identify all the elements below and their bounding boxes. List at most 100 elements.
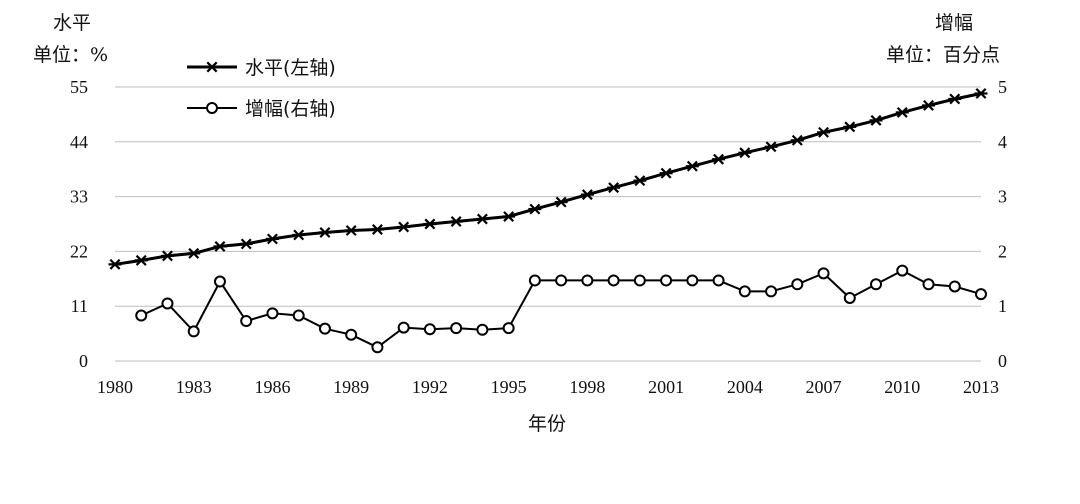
star-marker-stroke xyxy=(896,106,908,118)
right-axis-title: 增幅 xyxy=(935,12,974,34)
left-tick-label: 0 xyxy=(79,351,88,371)
circle-marker xyxy=(161,297,174,310)
right-tick-label: 5 xyxy=(998,77,1007,97)
star-marker xyxy=(344,225,358,236)
x-tick-label: 2010 xyxy=(884,377,920,397)
star-marker-stroke xyxy=(791,134,803,146)
circle-marker xyxy=(397,321,410,334)
circle-marker xyxy=(266,307,279,320)
x-tick-label: 1980 xyxy=(97,377,133,397)
star-marker-stroke xyxy=(555,196,567,208)
star-marker-stroke xyxy=(266,233,278,245)
right-tick-label: 0 xyxy=(998,351,1007,371)
star-marker xyxy=(292,229,306,241)
star-marker-stroke xyxy=(844,121,856,133)
left-tick-label: 33 xyxy=(70,187,88,207)
circle-marker xyxy=(686,274,699,287)
star-marker-stroke xyxy=(109,258,121,270)
star-marker-stroke xyxy=(870,114,882,126)
circle-marker xyxy=(738,285,751,298)
star-marker-stroke xyxy=(450,216,462,227)
star-marker xyxy=(397,221,411,233)
star-marker xyxy=(423,218,437,230)
star-marker-stroke xyxy=(293,229,305,241)
circle-marker xyxy=(922,278,935,291)
circle-marker xyxy=(765,285,778,298)
star-marker xyxy=(449,216,463,227)
star-marker-stroke xyxy=(949,93,961,105)
x-tick-label: 2001 xyxy=(648,377,684,397)
star-marker-stroke xyxy=(214,240,226,252)
star-marker xyxy=(869,114,883,126)
star-marker xyxy=(239,238,253,250)
x-tick-label: 2013 xyxy=(963,377,999,397)
star-marker-stroke xyxy=(529,203,541,215)
star-marker-stroke xyxy=(424,218,436,230)
star-marker-stroke xyxy=(686,160,698,172)
left-tick-label: 55 xyxy=(70,77,88,97)
circle-marker xyxy=(975,288,987,301)
circle-marker xyxy=(581,274,594,287)
circle-marker xyxy=(292,309,305,322)
x-tick-label: 1992 xyxy=(412,377,448,397)
x-tick-label: 1989 xyxy=(333,377,369,397)
star-marker xyxy=(712,153,726,165)
star-marker xyxy=(134,254,148,266)
circle-marker xyxy=(213,275,226,288)
right-tick-label: 2 xyxy=(998,241,1007,261)
circle-marker xyxy=(791,278,804,291)
star-marker xyxy=(187,247,201,259)
right-tick-label: 3 xyxy=(998,187,1007,207)
star-marker-stroke xyxy=(345,225,357,236)
star-marker xyxy=(948,93,962,105)
x-axis-label: 年份 xyxy=(528,413,566,435)
x-tick-label: 1995 xyxy=(491,377,527,397)
circle-marker xyxy=(870,278,883,291)
circle-marker xyxy=(240,314,253,327)
left-tick-label: 11 xyxy=(71,296,88,316)
legend-label-increase: 增幅(右轴) xyxy=(245,98,336,120)
circle-marker xyxy=(423,323,436,336)
series-layer xyxy=(108,88,988,354)
circle-marker xyxy=(345,328,358,341)
circle-marker xyxy=(948,280,961,293)
star-marker xyxy=(843,121,857,133)
circle-marker xyxy=(187,325,200,338)
star-marker-stroke xyxy=(660,167,672,179)
star-marker xyxy=(817,126,831,138)
star-marker-stroke xyxy=(634,175,646,187)
x-tick-label: 1983 xyxy=(176,377,212,397)
x-tick-label: 1986 xyxy=(254,377,290,397)
left-tick-label: 44 xyxy=(70,132,88,152)
circle-marker xyxy=(555,274,568,287)
star-marker xyxy=(370,224,384,235)
circle-marker xyxy=(371,341,384,354)
star-marker-stroke xyxy=(975,88,987,99)
x-tick-label: 2007 xyxy=(806,377,842,397)
star-marker-stroke xyxy=(818,126,830,138)
right-tick-label: 4 xyxy=(998,132,1007,152)
axes: 0 11 22 33 44 55 0 1 2 3 4 5 1980 1983 1986 1989 1992 199… xyxy=(70,77,1007,397)
star-marker xyxy=(790,134,804,146)
circle-marker xyxy=(660,274,673,287)
star-marker xyxy=(738,147,752,159)
left-tick-label: 22 xyxy=(70,241,88,261)
star-marker xyxy=(475,213,489,225)
left-axis-title: 水平 xyxy=(53,12,92,34)
right-axis-unit: 单位：百分点 xyxy=(886,44,1001,66)
star-marker xyxy=(265,233,279,245)
left-axis-unit: 单位：% xyxy=(33,44,109,66)
circle-marker xyxy=(135,309,148,322)
star-marker xyxy=(685,160,699,172)
star-marker xyxy=(108,258,122,270)
star-marker-stroke xyxy=(476,213,488,225)
circle-marker xyxy=(633,274,646,287)
star-marker-stroke xyxy=(398,221,410,233)
star-marker-stroke xyxy=(206,61,218,73)
star-marker xyxy=(764,141,778,153)
star-marker-stroke xyxy=(739,147,751,159)
legend-marker-increase xyxy=(206,102,218,114)
star-marker xyxy=(554,196,568,208)
star-marker xyxy=(205,61,219,73)
star-marker-stroke xyxy=(713,153,725,165)
